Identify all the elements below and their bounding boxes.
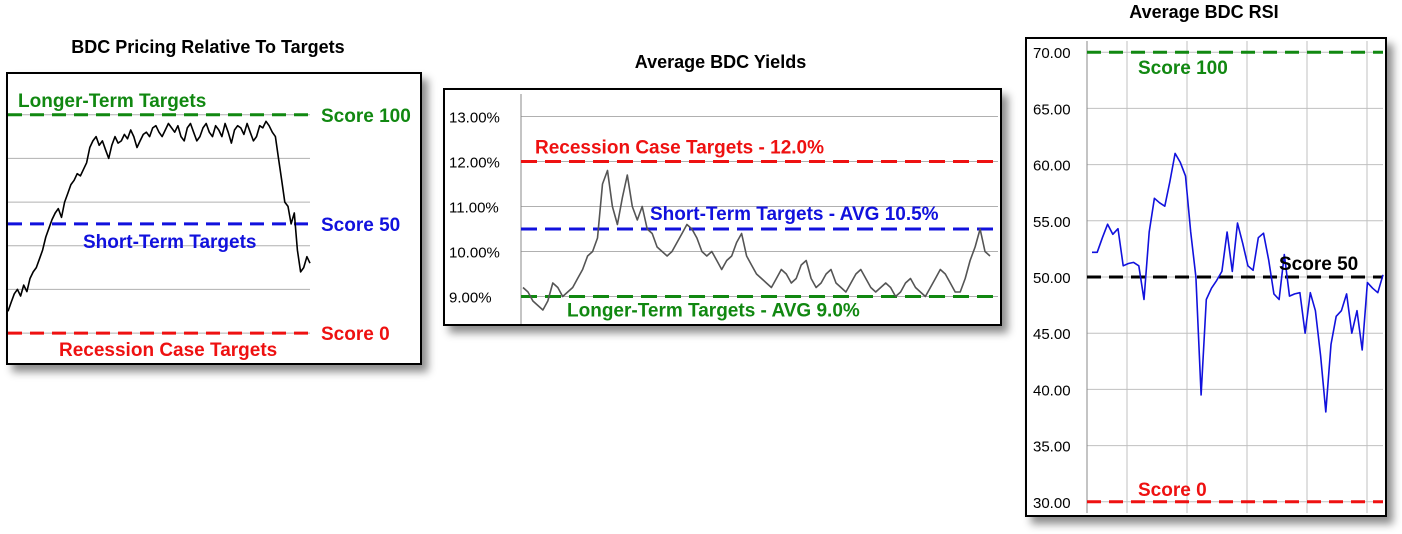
chart2-ytick-1: 12.00% xyxy=(449,155,500,172)
chart3-ytick-4: 50.00 xyxy=(1033,270,1071,287)
chart1-frame: Score 100 Score 50 Score 0 Longer-Term Targ… xyxy=(6,72,422,365)
chart1-score-label-1: Score 50 xyxy=(321,215,400,236)
chart3-plot: 70.00 65.00 60.00 55.00 50.00 45.00 40.00 35.00… xyxy=(1033,41,1384,513)
chart3-frame: 70.00 65.00 60.00 55.00 50.00 45.00 40.00 35.00… xyxy=(1025,37,1387,517)
chart3-ytick-1: 65.00 xyxy=(1033,101,1071,118)
chart3-score50-label: Score 50 xyxy=(1279,254,1358,275)
chart3-ytick-6: 40.00 xyxy=(1033,382,1071,399)
chart2-short-term-label: Short-Term Targets - AVG 10.5% xyxy=(650,204,939,225)
chart1-score-label-0: Score 100 xyxy=(321,106,411,127)
chart3-ytick-8: 30.00 xyxy=(1033,495,1071,512)
chart3-ytick-3: 55.00 xyxy=(1033,214,1071,231)
chart1-recession-label: Recession Case Targets xyxy=(59,340,277,361)
chart3-ytick-0: 70.00 xyxy=(1033,45,1071,62)
chart1-price-line xyxy=(8,120,311,312)
chart2-title: Average BDC Yields xyxy=(634,52,807,72)
chart2-plot: 13.00% 12.00% 11.00% 10.00% 9.00% Recession C… xyxy=(449,94,998,324)
chart1-title: BDC Pricing Relative To Targets xyxy=(71,37,345,57)
chart1-score-label-2: Score 0 xyxy=(321,324,390,345)
chart2-long-term-label: Longer-Term Targets - AVG 9.0% xyxy=(567,301,860,322)
chart2-yield-line xyxy=(522,169,991,311)
chart1-short-term-label: Short-Term Targets xyxy=(83,232,257,253)
chart2-recession-label: Recession Case Targets - 12.0% xyxy=(535,138,824,159)
chart2-ytick-2: 11.00% xyxy=(449,200,499,217)
chart3-title: Average BDC RSI xyxy=(1129,2,1279,22)
chart3-ytick-5: 45.00 xyxy=(1033,326,1071,343)
chart1-long-term-label: Longer-Term Targets xyxy=(18,91,206,112)
chart2-ytick-4: 9.00% xyxy=(449,290,492,307)
chart3-score0-label: Score 0 xyxy=(1138,480,1207,501)
chart3-ytick-2: 60.00 xyxy=(1033,158,1071,175)
chart3-score100-label: Score 100 xyxy=(1138,58,1228,79)
chart3-rsi-line xyxy=(1092,152,1384,413)
chart2-ytick-3: 10.00% xyxy=(449,245,500,262)
chart2-ytick-0: 13.00% xyxy=(449,110,500,127)
chart2-frame: 13.00% 12.00% 11.00% 10.00% 9.00% Recession C… xyxy=(443,88,1002,326)
chart3-ytick-7: 35.00 xyxy=(1033,439,1071,456)
chart1-plot: Score 100 Score 50 Score 0 Longer-Term Targ… xyxy=(8,91,411,361)
